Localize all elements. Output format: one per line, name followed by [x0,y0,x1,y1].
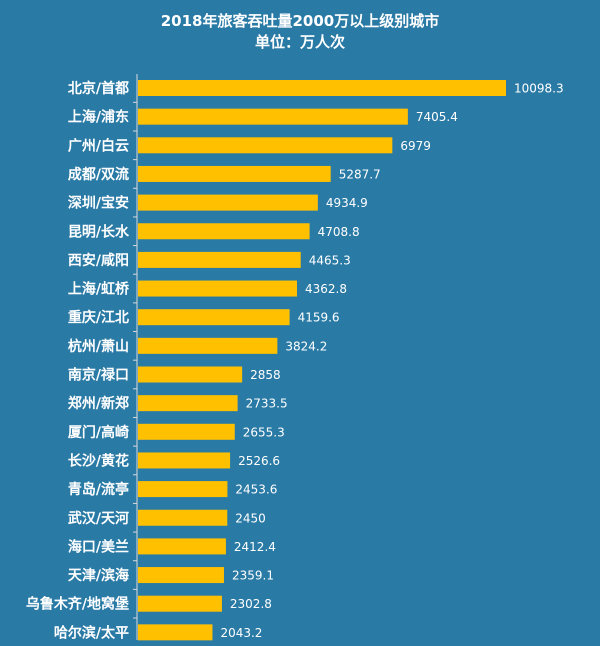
bar [138,280,297,297]
category-label: 天津/滨海 [68,567,129,584]
bar [138,165,331,182]
data-label: 2302.8 [230,597,272,611]
bar [138,509,228,526]
bar [138,108,408,125]
category-label: 西安/咸阳 [68,252,129,269]
data-label: 2412.4 [234,540,276,554]
category-label: 郑州/新郑 [68,395,129,412]
category-label: 长沙/黄花 [68,452,129,469]
data-label: 2733.5 [246,397,288,411]
category-label: 广州/白云 [68,137,129,154]
bar [138,137,393,154]
bar [138,538,226,555]
category-label: 武汉/天河 [68,510,129,527]
category-label: 青岛/流亭 [68,481,129,498]
bar [138,624,213,641]
data-label: 2359.1 [232,569,274,583]
data-label: 2043.2 [220,626,262,640]
data-label: 2450 [235,511,266,525]
category-label: 杭州/萧山 [68,338,129,355]
category-label: 上海/虹桥 [68,281,130,298]
data-label: 7405.4 [416,110,458,124]
data-label: 6979 [400,139,431,153]
data-label: 4708.8 [318,225,360,239]
category-label: 哈尔滨/太平 [54,624,129,641]
category-label: 重庆/江北 [68,309,129,326]
data-label: 2655.3 [243,425,285,439]
bar [138,80,506,96]
data-label: 10098.3 [514,82,564,96]
data-label: 4159.6 [298,311,340,325]
chart-subtitle: 单位：万人次 [254,33,345,51]
data-label: 2526.6 [238,454,280,468]
category-label: 南京/禄口 [68,367,129,384]
category-label: 成都/双流 [68,166,129,183]
bar [138,194,318,211]
chart-title: 2018年旅客吞吐量2000万以上级别城市 [160,12,440,30]
bar [138,309,290,326]
data-label: 2453.6 [235,483,277,497]
category-label: 昆明/长水 [68,223,130,240]
data-label: 2858 [250,368,281,382]
bar [138,567,224,584]
bar [138,366,243,383]
category-label: 上海/浦东 [68,109,129,126]
bar [138,337,278,354]
data-label: 5287.7 [339,167,381,181]
bar [138,452,231,469]
category-label: 北京/首都 [68,80,129,97]
category-label: 乌鲁木齐/地窝堡 [26,596,129,613]
data-label: 4362.8 [305,282,347,296]
category-label: 深圳/宝安 [68,195,129,212]
data-label: 3824.2 [285,339,327,353]
category-label: 厦门/高崎 [68,424,129,441]
bar [138,423,235,440]
category-label: 海口/美兰 [68,538,129,555]
bar [138,395,238,412]
bar [138,251,301,268]
data-label: 4934.9 [326,196,368,210]
bar [138,481,228,498]
bar [138,223,310,240]
bar [138,595,222,612]
data-label: 4465.3 [309,253,351,267]
